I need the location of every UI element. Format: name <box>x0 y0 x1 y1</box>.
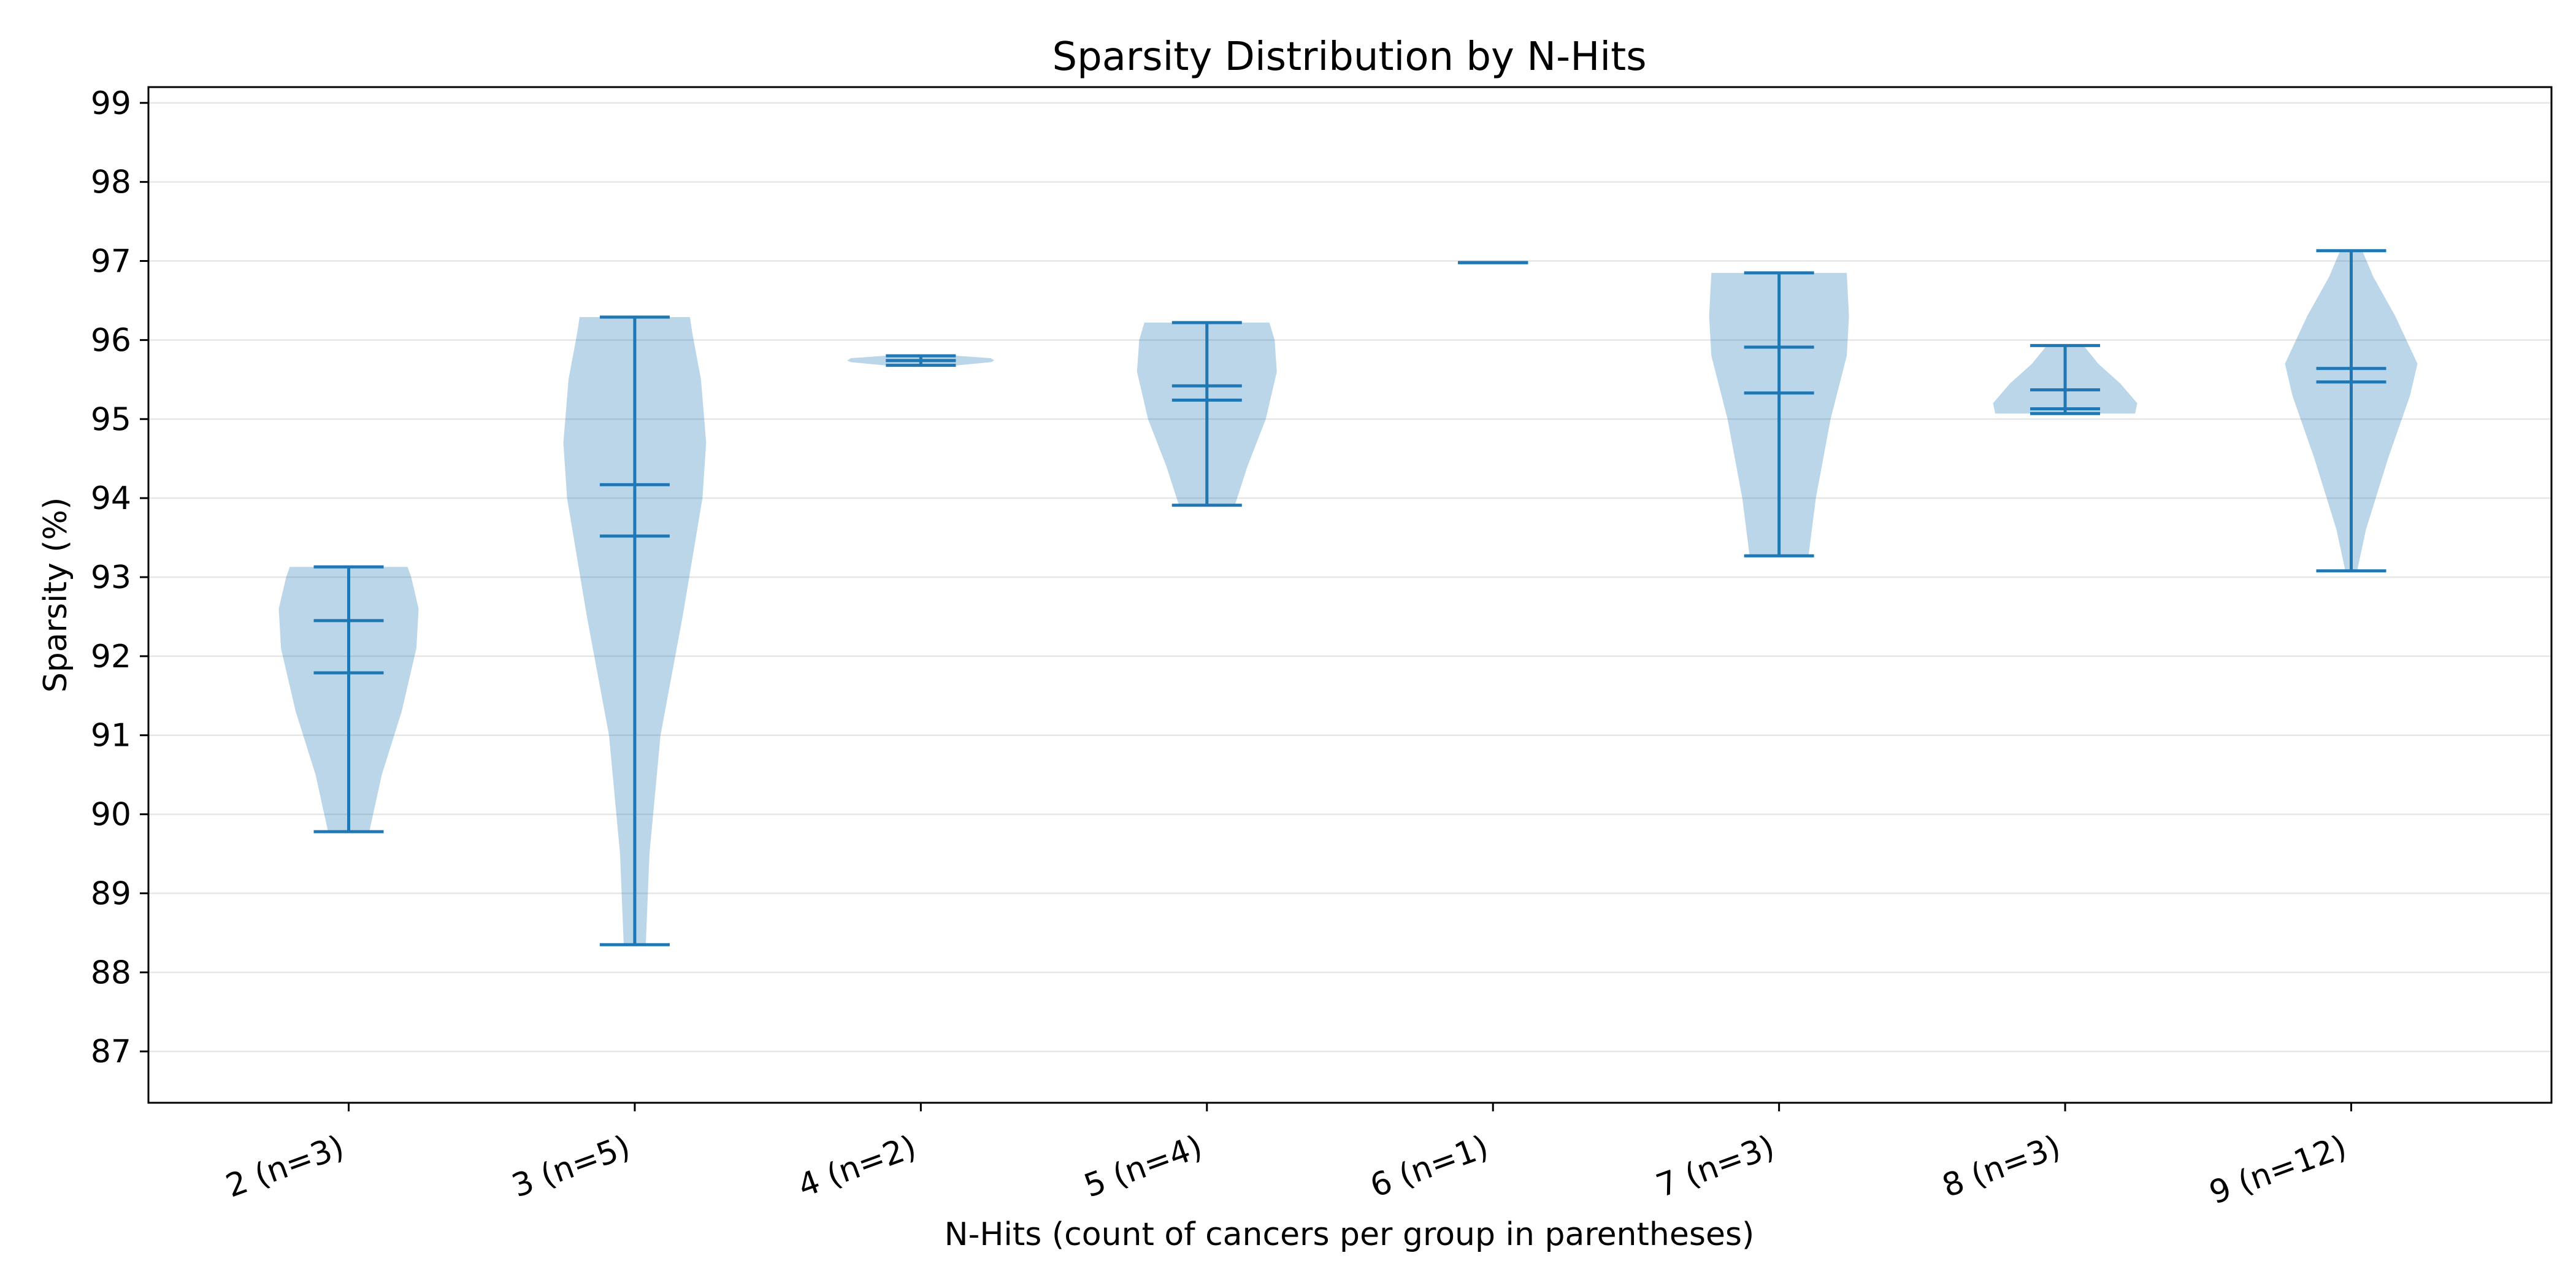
y-tick-label: 93 <box>91 559 131 596</box>
grid-lines <box>148 102 2551 1052</box>
y-tick-label: 91 <box>91 718 131 754</box>
y-axis-ticks: 87 88 89 90 91 92 93 94 95 96 97 98 99 <box>91 85 148 1070</box>
chart-title: Sparsity Distribution by N-Hits <box>1052 34 1646 80</box>
y-tick-label: 89 <box>91 875 131 912</box>
y-tick-label: 99 <box>91 85 131 122</box>
y-tick-label: 96 <box>91 322 131 359</box>
y-tick-label: 90 <box>91 797 131 834</box>
y-tick-label: 95 <box>91 401 131 438</box>
y-tick-label: 97 <box>91 243 131 280</box>
violin-group <box>847 354 995 367</box>
y-tick-label: 87 <box>91 1033 131 1070</box>
y-tick-label: 88 <box>91 954 131 991</box>
y-axis-label: Sparsity (%) <box>37 497 74 692</box>
violins <box>278 249 2418 946</box>
violin-group <box>278 565 419 834</box>
y-tick-label: 98 <box>91 164 131 201</box>
violin-group <box>1709 271 1849 558</box>
violin-group <box>1993 343 2137 415</box>
violin-group <box>1137 321 1277 507</box>
violin-group <box>2285 249 2418 573</box>
x-axis-label: N-Hits (count of cancers per group in pa… <box>945 1216 1755 1253</box>
plot-frame <box>147 86 2553 1104</box>
y-tick-label: 92 <box>91 638 131 675</box>
violin-group <box>563 315 707 946</box>
y-tick-label: 94 <box>91 480 131 517</box>
